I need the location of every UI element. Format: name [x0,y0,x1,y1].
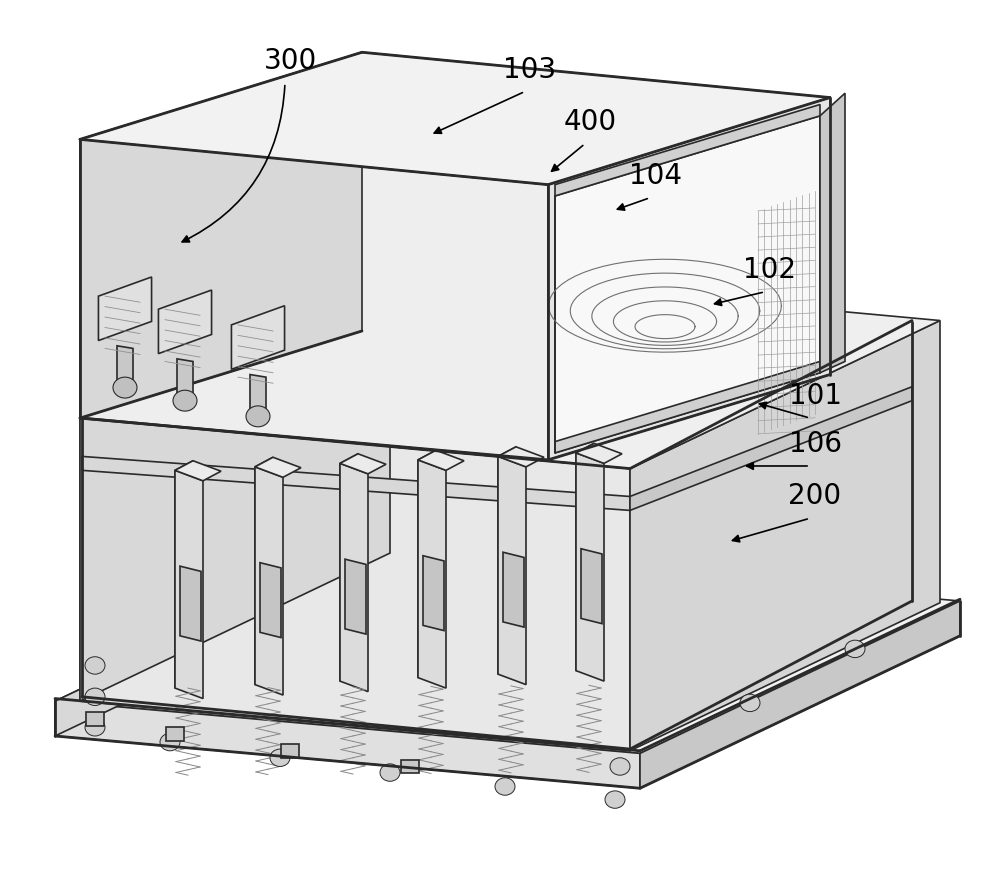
Polygon shape [281,744,299,758]
Polygon shape [630,387,912,510]
Polygon shape [175,470,203,699]
Text: 102: 102 [744,256,796,284]
Text: 200: 200 [788,483,842,510]
Circle shape [85,688,105,706]
Polygon shape [640,601,960,788]
Circle shape [85,657,105,674]
Polygon shape [555,105,820,196]
Polygon shape [498,447,544,467]
Polygon shape [80,270,390,701]
Polygon shape [255,467,283,695]
Polygon shape [255,457,301,477]
Polygon shape [820,93,845,373]
Polygon shape [80,270,940,469]
Polygon shape [80,418,630,751]
Text: 104: 104 [629,162,682,190]
Polygon shape [340,463,368,692]
Circle shape [85,719,105,736]
Circle shape [740,694,760,712]
Polygon shape [175,461,193,688]
Polygon shape [576,443,622,463]
Polygon shape [423,556,444,631]
Text: 300: 300 [263,47,317,75]
Polygon shape [498,456,526,685]
Circle shape [380,764,400,781]
Text: 103: 103 [503,56,557,84]
Polygon shape [55,549,960,753]
Polygon shape [576,453,604,681]
Polygon shape [166,727,184,741]
Text: 400: 400 [563,108,617,136]
Polygon shape [418,460,446,688]
Polygon shape [418,450,436,678]
Circle shape [246,406,270,427]
Polygon shape [503,552,524,627]
Polygon shape [117,346,133,386]
Polygon shape [255,457,273,685]
Polygon shape [401,760,419,773]
Circle shape [113,377,137,398]
Polygon shape [576,443,594,671]
Polygon shape [86,712,104,726]
Polygon shape [82,456,630,510]
Polygon shape [55,701,640,788]
Circle shape [160,733,180,751]
Circle shape [495,778,515,795]
Circle shape [173,390,197,411]
Polygon shape [175,461,221,481]
Polygon shape [418,450,464,470]
Polygon shape [555,116,820,453]
Polygon shape [630,321,940,751]
Polygon shape [581,549,602,624]
Polygon shape [158,290,212,354]
Polygon shape [498,447,516,674]
Circle shape [605,791,625,808]
Polygon shape [177,359,193,399]
Polygon shape [260,563,281,638]
Text: 106: 106 [788,430,842,458]
Polygon shape [555,361,820,453]
Polygon shape [340,454,386,474]
Polygon shape [340,454,358,681]
Polygon shape [180,566,201,641]
Circle shape [610,758,630,775]
Polygon shape [55,549,375,736]
Circle shape [270,749,290,766]
Polygon shape [80,52,830,185]
Circle shape [845,640,865,658]
Polygon shape [548,98,830,460]
Text: 101: 101 [788,382,842,410]
Polygon shape [231,306,285,369]
Polygon shape [345,559,366,634]
Polygon shape [98,277,152,341]
Polygon shape [80,139,548,460]
Polygon shape [250,375,266,415]
Polygon shape [80,52,362,418]
